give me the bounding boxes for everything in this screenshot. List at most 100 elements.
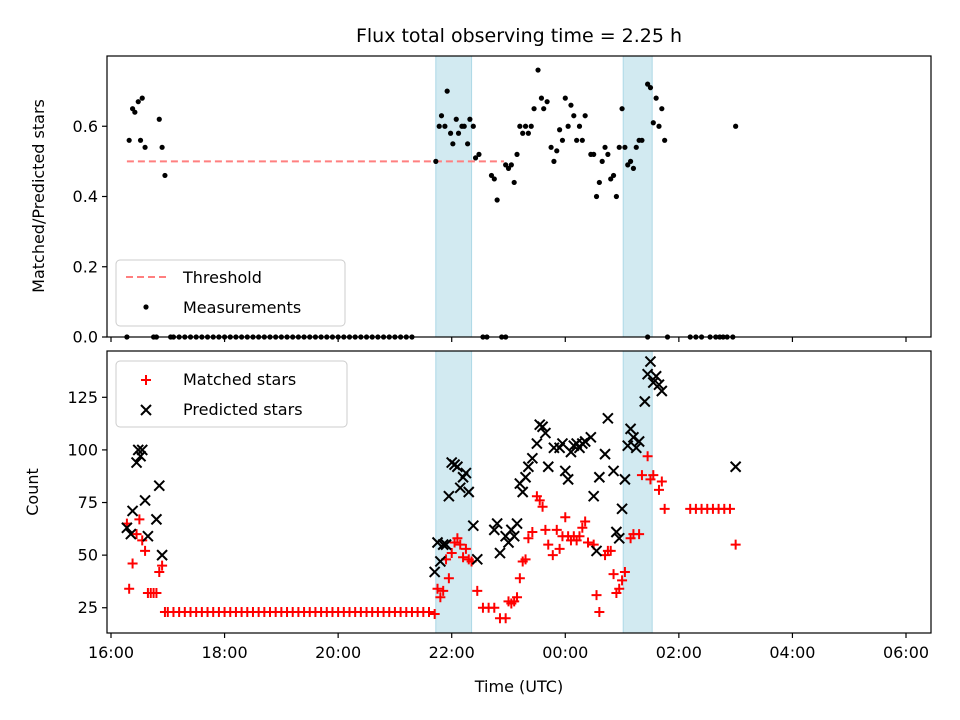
data-point — [579, 137, 585, 143]
data-point — [491, 176, 497, 182]
data-point — [453, 116, 459, 122]
data-point — [593, 193, 600, 200]
legend-top: Threshold Measurements — [115, 259, 346, 327]
data-point — [616, 144, 622, 150]
x-tick-label: 18:00 — [202, 643, 248, 662]
data-point — [520, 130, 526, 136]
data-point — [525, 130, 531, 136]
data-point — [517, 123, 523, 129]
data-point — [139, 95, 145, 101]
data-point — [605, 545, 616, 556]
plot-frame — [106, 350, 932, 634]
x-tick-label: 04:00 — [769, 643, 815, 662]
y-tick-label: 50 — [78, 546, 98, 565]
data-point — [648, 470, 659, 481]
data-point — [516, 486, 529, 498]
data-point — [514, 151, 520, 157]
data-point — [650, 370, 662, 382]
data-point — [571, 113, 577, 119]
data-point — [610, 172, 617, 179]
shaded-interval-2 — [622, 350, 653, 634]
data-point — [535, 67, 541, 73]
data-point — [622, 439, 634, 452]
data-point — [472, 155, 479, 161]
data-point — [443, 573, 454, 584]
data-point — [634, 529, 645, 540]
data-point — [503, 162, 509, 168]
data-point — [156, 549, 168, 561]
data-point — [539, 427, 552, 439]
data-point — [463, 486, 475, 498]
data-point — [454, 482, 466, 494]
data-point — [154, 566, 165, 577]
data-point — [551, 524, 562, 535]
data-point — [440, 538, 452, 551]
data-point — [500, 613, 511, 624]
data-point — [730, 539, 741, 550]
data-point — [541, 106, 547, 112]
y-tick-label: 0.6 — [73, 117, 98, 136]
data-point — [527, 526, 538, 537]
legend-label-predicted: Predicted stars — [183, 400, 303, 419]
data-point — [434, 555, 447, 568]
data-point — [642, 451, 653, 462]
data-point — [433, 158, 439, 164]
series-predicted-stars — [121, 355, 742, 578]
data-point — [577, 522, 588, 533]
y-tick-label: 125 — [67, 388, 98, 407]
data-point — [447, 130, 454, 136]
bottom-y-axis-label: Count — [23, 468, 42, 516]
data-point — [602, 412, 614, 425]
data-point — [461, 123, 467, 129]
data-point — [647, 85, 654, 91]
data-point — [551, 158, 557, 164]
data-point — [446, 548, 457, 559]
series-matched-stars — [121, 451, 741, 624]
data-point — [452, 533, 463, 544]
data-point — [460, 543, 471, 554]
legend-box — [115, 259, 346, 327]
data-point — [613, 532, 625, 545]
data-point — [594, 606, 605, 617]
legend-predicted-swatch — [140, 404, 152, 416]
data-point — [587, 490, 600, 502]
data-point — [536, 421, 549, 433]
data-point — [540, 524, 551, 535]
data-point — [565, 446, 577, 458]
data-point — [639, 395, 651, 408]
data-point — [151, 588, 162, 599]
data-point — [639, 137, 645, 143]
data-point — [514, 573, 525, 584]
data-point — [627, 431, 640, 443]
data-point — [662, 137, 668, 143]
data-point — [576, 123, 583, 129]
data-point — [641, 368, 654, 380]
data-point — [126, 137, 132, 143]
data-point — [465, 141, 471, 147]
data-point — [560, 512, 571, 523]
y-tick-label: 0.0 — [73, 328, 98, 347]
data-point — [605, 151, 611, 157]
data-point — [125, 528, 137, 540]
data-point — [548, 144, 554, 150]
data-point — [136, 444, 148, 456]
data-point — [554, 148, 560, 154]
data-point — [156, 116, 162, 122]
data-point — [142, 144, 148, 150]
data-point — [494, 197, 500, 203]
data-point — [124, 583, 135, 594]
data-point — [616, 503, 628, 515]
data-point — [562, 95, 568, 101]
data-point — [531, 437, 543, 450]
data-point — [476, 151, 482, 157]
x-tick-label: 22:00 — [429, 643, 475, 662]
x-axis-label: Time (UTC) — [474, 677, 563, 696]
data-point — [460, 467, 472, 479]
data-point — [724, 503, 735, 514]
data-point — [633, 435, 645, 448]
data-point — [130, 456, 143, 469]
data-point — [602, 144, 608, 150]
data-point — [467, 519, 480, 532]
shaded-interval-1 — [435, 55, 473, 338]
legend-bottom: Matched stars Predicted stars — [115, 360, 348, 428]
